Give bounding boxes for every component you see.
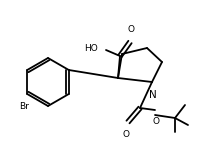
- Text: O: O: [153, 117, 160, 126]
- Text: Br: Br: [19, 102, 29, 111]
- Text: O: O: [128, 25, 135, 34]
- Text: N: N: [149, 90, 157, 100]
- Text: HO: HO: [84, 44, 98, 53]
- Text: O: O: [123, 130, 129, 139]
